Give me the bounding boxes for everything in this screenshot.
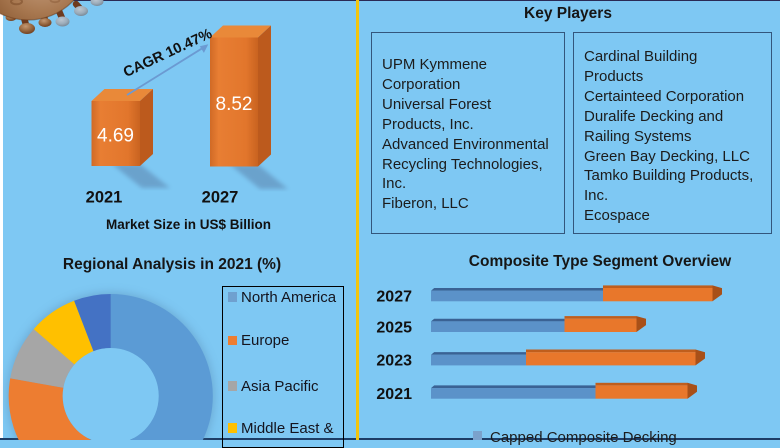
svg-text:2027: 2027 <box>376 289 412 306</box>
svg-text:2021: 2021 <box>376 386 412 403</box>
svg-text:CAGR 10.47%: CAGR 10.47% <box>121 26 215 81</box>
svg-text:2021: 2021 <box>86 189 123 207</box>
svg-text:Market Size in US$ Billion: Market Size in US$ Billion <box>106 217 271 232</box>
svg-text:8.52: 8.52 <box>216 94 253 115</box>
svg-text:2025: 2025 <box>376 320 412 337</box>
svg-text:2027: 2027 <box>202 189 239 207</box>
svg-text:4.69: 4.69 <box>97 126 134 147</box>
svg-text:2023: 2023 <box>376 353 412 370</box>
